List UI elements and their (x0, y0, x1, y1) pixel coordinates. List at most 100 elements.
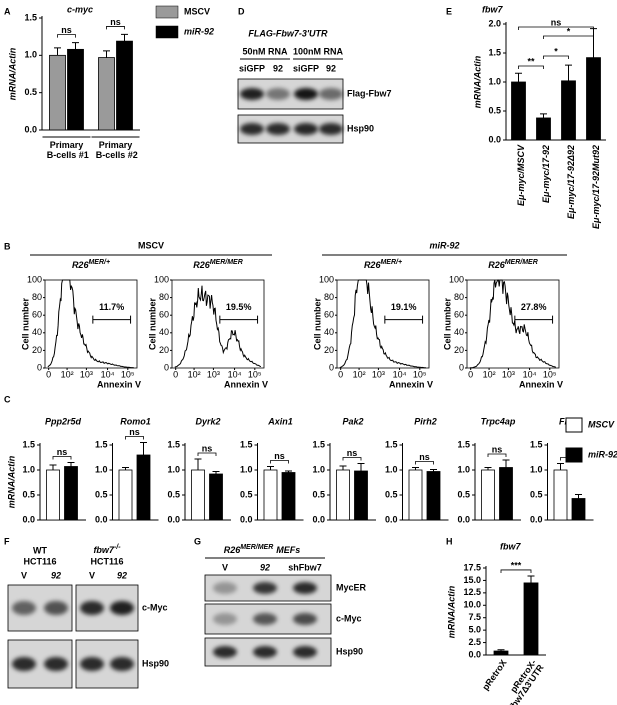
lane-label: 92 (260, 562, 270, 572)
panel-label: A (4, 6, 11, 16)
significance-label: ns (347, 448, 358, 458)
x-tick-label: 10⁴ (228, 369, 242, 379)
x-tick-label: 10⁴ (523, 369, 537, 379)
significance-label: *** (511, 560, 522, 570)
y-tick-label: 0 (164, 362, 169, 372)
bar (191, 469, 205, 521)
y-axis-label: mRNA/Actin (446, 585, 456, 638)
error-bar (412, 467, 419, 470)
significance-bracket (415, 461, 434, 465)
blot-band (253, 613, 277, 625)
lane-label: 92 (273, 63, 283, 73)
x-tick-label: 0 (468, 369, 473, 379)
facet-title: Pak2 (342, 416, 363, 426)
x-tick-label: 10² (61, 369, 74, 379)
y-tick-label: 20 (159, 345, 169, 355)
bar (571, 498, 586, 521)
x-tick-label: 10³ (372, 369, 385, 379)
y-axis-label: mRNA/Actin (6, 455, 16, 508)
panel-label: C (4, 394, 11, 404)
y-tick-label: 0.5 (385, 489, 398, 499)
y-tick-label: 1.5 (95, 439, 108, 449)
blot-band (110, 657, 134, 671)
legend-label: MSCV (588, 419, 615, 429)
histogram-curve (339, 279, 426, 369)
significance-label: ns (57, 447, 68, 457)
y-axis-label: Cell number (312, 298, 322, 351)
category-label: Primary B-cells #2 (93, 140, 138, 160)
blot-band (294, 88, 318, 100)
bar (46, 469, 60, 521)
y-tick-label: 1.5 (457, 439, 470, 449)
significance-label: * (567, 26, 571, 36)
y-axis-label: Cell number (20, 298, 30, 351)
lane-label: siGFP (293, 63, 319, 73)
error-bar (54, 47, 61, 56)
superscript: -/- (114, 544, 121, 551)
significance-bracket (197, 452, 217, 456)
gate-percent: 19.1% (391, 302, 417, 312)
blot-band (44, 601, 68, 615)
x-tick-label: 0 (338, 369, 343, 379)
text-part: R26 (193, 260, 211, 270)
y-tick-label: 60 (32, 310, 42, 320)
x-tick-label: 10² (353, 369, 366, 379)
chart-title: fbw7 (482, 4, 503, 14)
x-tick-label: 0 (46, 369, 51, 379)
significance-bracket (106, 26, 125, 30)
plot-frame (466, 279, 560, 369)
histogram-curve (174, 285, 261, 368)
blot-band (44, 657, 68, 671)
y-tick-label: 40 (454, 327, 464, 337)
plot-frame (336, 279, 430, 369)
significance-bracket (487, 453, 507, 457)
facet-title: Romo1 (120, 416, 151, 426)
lane-label: siGFP (239, 63, 265, 73)
y-tick-label: 1.5 (385, 439, 398, 449)
y-tick-label: 0.0 (312, 514, 325, 524)
gate (92, 315, 132, 324)
error-bar (121, 33, 128, 42)
blot-header: WT (33, 545, 47, 555)
superscript: MER/MER (240, 544, 273, 551)
significance-label: ns (202, 443, 213, 453)
row-label: c-Myc (336, 613, 362, 623)
x-axis-label: Annexin V (97, 379, 141, 389)
significance-label: ns (110, 17, 121, 27)
y-tick-label: 12.5 (463, 587, 481, 597)
bar (426, 471, 441, 521)
legend-swatch (155, 5, 179, 19)
y-tick-label: 40 (324, 327, 334, 337)
significance-bracket (125, 436, 144, 440)
row-label: Hsp90 (347, 123, 374, 133)
group-header: miR-92 (429, 240, 459, 250)
significance-bracket (57, 34, 76, 38)
y-tick-label: 17.5 (463, 562, 481, 572)
bar (209, 473, 223, 521)
legend-swatch (565, 417, 583, 433)
y-tick-label: 1.0 (167, 464, 180, 474)
genotype-label: R26MER/+ (72, 259, 110, 271)
x-tick-label: 10² (188, 369, 201, 379)
blot-band (80, 601, 104, 615)
y-tick-label: 1.5 (22, 439, 35, 449)
histogram-curve (47, 279, 134, 369)
significance-bracket (518, 65, 544, 69)
blot-band (294, 123, 318, 135)
blot-header: HCT116 (90, 556, 123, 566)
label-line: Primary (50, 140, 84, 150)
text-part: fbw7 (93, 545, 114, 555)
blot-band (240, 88, 264, 100)
facet-title: Pirh2 (414, 416, 437, 426)
error-bar (540, 113, 547, 118)
blot-title: FLAG-Fbw7-3'UTR (248, 28, 328, 38)
legend-swatch (565, 447, 583, 463)
text-part: R26 (364, 260, 382, 270)
significance-bracket (52, 456, 72, 460)
lane-label: 92 (117, 570, 127, 580)
superscript: MER/MER (210, 259, 243, 266)
error-bar (527, 575, 535, 583)
significance-label: ns (129, 427, 140, 437)
x-axis-label: Annexin V (519, 379, 563, 389)
facet-title: Dyrk2 (195, 416, 220, 426)
